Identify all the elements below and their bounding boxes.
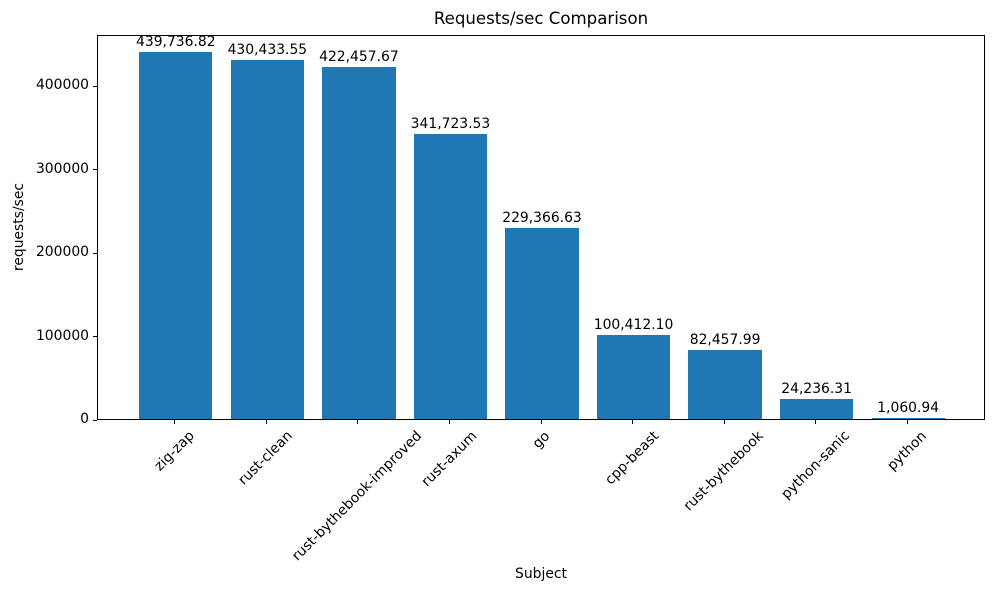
bar <box>871 418 945 419</box>
y-tick-mark <box>93 169 97 171</box>
y-tick-mark <box>93 85 97 87</box>
bar-value-label: 430,433.55 <box>227 42 308 59</box>
y-tick-label: 0 <box>80 411 89 428</box>
bar <box>230 60 304 419</box>
bar-value-label: 229,366.63 <box>502 210 582 227</box>
x-tick-label: rust-axum <box>418 427 481 490</box>
bar <box>413 134 488 419</box>
x-tick-label: rust-clean <box>235 428 297 489</box>
x-tick-label: rust-bythebook <box>680 427 767 515</box>
x-tick-mark <box>540 420 542 424</box>
x-tick-mark <box>448 420 450 424</box>
bar-value-label: 1,060.94 <box>877 400 940 417</box>
x-tick-mark <box>265 420 267 424</box>
y-tick-label: 400000 <box>35 77 89 94</box>
x-tick-mark <box>906 420 908 424</box>
y-tick-label: 300000 <box>35 160 89 177</box>
bar-value-label: 341,723.53 <box>410 116 491 133</box>
x-tick-mark <box>632 420 634 424</box>
y-axis-label: requests/sec <box>11 182 27 272</box>
bar-value-label: 439,736.82 <box>136 34 216 51</box>
bar <box>505 228 579 419</box>
x-tick-mark <box>723 420 725 424</box>
bar <box>322 67 396 419</box>
bar <box>596 335 671 419</box>
x-tick-label: python-sanic <box>777 428 853 503</box>
bar-value-label: 24,236.31 <box>781 381 852 398</box>
bar-value-label: 422,457.67 <box>319 49 399 66</box>
x-tick-mark <box>357 420 359 424</box>
bar-value-label: 82,457.99 <box>689 332 761 349</box>
chart-title: Requests/sec Comparison <box>433 9 649 28</box>
x-tick-label: rust-bythebook-improved <box>289 428 426 565</box>
x-tick-label: go <box>529 427 553 452</box>
x-tick-label: zig-zap <box>151 428 198 475</box>
x-tick-mark <box>815 420 817 424</box>
x-tick-mark <box>174 420 176 424</box>
y-tick-mark <box>93 252 97 254</box>
y-tick-label: 200000 <box>35 244 89 261</box>
y-tick-label: 100000 <box>35 327 89 344</box>
x-tick-label: python <box>883 428 930 474</box>
bar-value-label: 100,412.10 <box>593 317 674 334</box>
plot-area: 439,736.82 430,433.55 422,457.67 341,723.53… <box>97 34 985 420</box>
x-axis-label: Subject <box>515 566 567 582</box>
y-tick-mark <box>93 419 97 421</box>
bar <box>780 399 854 419</box>
y-tick-mark <box>93 336 97 338</box>
bar <box>139 52 213 419</box>
x-tick-label: cpp-beast <box>602 427 663 488</box>
bar <box>688 350 762 419</box>
